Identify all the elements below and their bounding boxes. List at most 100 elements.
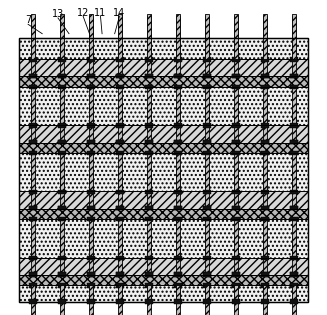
Bar xyxy=(58,272,66,277)
Bar xyxy=(203,85,211,89)
Bar xyxy=(19,77,308,87)
Bar xyxy=(174,190,182,194)
Bar xyxy=(263,236,267,275)
Bar xyxy=(19,275,308,285)
Bar xyxy=(174,206,182,210)
Bar xyxy=(118,14,122,59)
Bar xyxy=(203,256,211,260)
Bar xyxy=(174,140,182,144)
Bar xyxy=(232,190,240,194)
Bar xyxy=(87,140,95,144)
Bar xyxy=(31,236,35,275)
Bar xyxy=(147,14,151,59)
Bar xyxy=(263,87,267,125)
Bar xyxy=(261,272,269,277)
Bar xyxy=(29,256,37,260)
Bar xyxy=(232,256,240,260)
Bar xyxy=(232,206,240,210)
Bar xyxy=(145,140,153,144)
Bar xyxy=(232,299,240,304)
Bar xyxy=(19,38,308,302)
Bar xyxy=(234,285,238,302)
Bar xyxy=(60,219,64,258)
Bar xyxy=(203,151,211,155)
Bar xyxy=(116,272,124,277)
Bar xyxy=(292,14,296,59)
Bar xyxy=(176,16,180,77)
Bar xyxy=(19,192,308,209)
Bar xyxy=(290,74,298,78)
Bar xyxy=(232,140,240,144)
Bar xyxy=(261,256,269,260)
Bar xyxy=(116,299,124,304)
Bar xyxy=(261,57,269,62)
Bar xyxy=(234,16,238,77)
Bar xyxy=(19,192,308,209)
Bar xyxy=(116,256,124,260)
Bar xyxy=(290,123,298,128)
Bar xyxy=(292,153,296,192)
Bar xyxy=(19,275,308,285)
Bar xyxy=(31,16,35,77)
Bar xyxy=(19,77,308,87)
Bar xyxy=(263,170,267,209)
Bar xyxy=(116,57,124,62)
Bar xyxy=(174,217,182,221)
Bar xyxy=(203,140,211,144)
Bar xyxy=(176,104,180,143)
Bar xyxy=(29,272,37,277)
Bar xyxy=(174,256,182,260)
Bar xyxy=(232,217,240,221)
Bar xyxy=(87,140,95,144)
Bar xyxy=(263,16,267,77)
Bar xyxy=(118,87,122,125)
Bar xyxy=(145,272,153,277)
Bar xyxy=(203,190,211,194)
Bar xyxy=(87,74,95,78)
Bar xyxy=(19,38,308,302)
Bar xyxy=(116,217,124,221)
Bar xyxy=(203,283,211,288)
Bar xyxy=(89,14,93,59)
Bar xyxy=(58,283,66,288)
Bar xyxy=(232,57,240,62)
Text: 11: 11 xyxy=(95,8,107,18)
Bar xyxy=(60,104,64,143)
Bar xyxy=(205,153,209,192)
Bar xyxy=(147,16,151,77)
Bar xyxy=(261,272,269,277)
Bar xyxy=(58,299,66,304)
Text: 13: 13 xyxy=(52,9,64,19)
Bar xyxy=(174,272,182,277)
Bar xyxy=(176,219,180,258)
Bar xyxy=(29,151,37,155)
Bar xyxy=(205,14,209,59)
Bar xyxy=(145,190,153,194)
Bar xyxy=(203,206,211,210)
Bar xyxy=(89,153,93,192)
Bar xyxy=(29,123,37,128)
Bar xyxy=(205,219,209,258)
Bar xyxy=(145,151,153,155)
Bar xyxy=(60,236,64,275)
Bar xyxy=(31,153,35,192)
Bar xyxy=(19,143,308,153)
Text: 7: 7 xyxy=(25,15,31,26)
Bar xyxy=(87,151,95,155)
Bar xyxy=(234,153,238,192)
Bar xyxy=(145,256,153,260)
Bar xyxy=(89,87,93,125)
Bar xyxy=(290,272,298,277)
Bar xyxy=(234,104,238,143)
Bar xyxy=(60,14,64,59)
Bar xyxy=(174,206,182,210)
Bar xyxy=(261,151,269,155)
Bar xyxy=(116,283,124,288)
Bar xyxy=(203,57,211,62)
Bar xyxy=(60,153,64,192)
Bar xyxy=(147,153,151,192)
Bar xyxy=(58,190,66,194)
Bar xyxy=(290,85,298,89)
Bar xyxy=(116,85,124,89)
Bar xyxy=(29,74,37,78)
